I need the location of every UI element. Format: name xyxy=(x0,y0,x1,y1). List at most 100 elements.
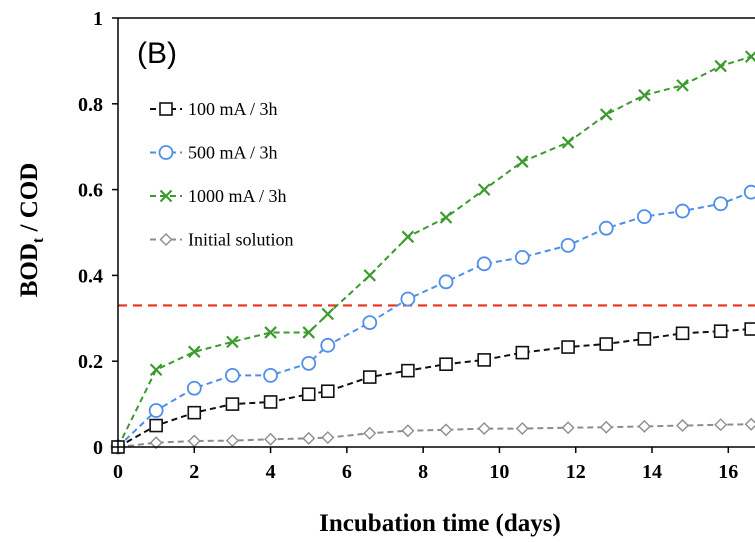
data-point xyxy=(149,418,163,433)
data-point xyxy=(263,395,278,409)
data-point xyxy=(516,155,529,168)
data-point xyxy=(714,59,727,73)
legend-marker xyxy=(159,233,173,246)
data-point xyxy=(225,397,240,411)
legend-marker xyxy=(159,102,173,116)
data-point xyxy=(514,249,530,265)
y-axis-title-subscript: t xyxy=(30,237,47,243)
x-tick-label: 14 xyxy=(642,461,662,483)
data-point xyxy=(476,256,492,272)
axes-layer xyxy=(117,17,755,448)
data-point xyxy=(599,420,613,434)
data-point xyxy=(439,211,453,224)
data-point xyxy=(560,237,576,253)
data-point xyxy=(363,269,377,282)
data-point xyxy=(637,419,651,433)
series-2 xyxy=(111,50,755,454)
data-point xyxy=(477,422,491,436)
series-line xyxy=(117,423,752,448)
ticks-layer: 0 2 4 6 8 10 12 14 16 0 0.2 0.4 0.6 0.8 1 xyxy=(78,8,738,483)
data-point xyxy=(713,324,728,338)
data-point xyxy=(400,291,416,307)
data-point xyxy=(477,353,491,367)
data-point xyxy=(186,380,202,396)
x-tick-label: 10 xyxy=(489,461,509,483)
data-point xyxy=(744,322,755,336)
legend: 100 mA / 3h 500 mA / 3h 1000 mA / 3h Initia… xyxy=(150,99,294,250)
data-point xyxy=(676,79,689,92)
data-point xyxy=(225,434,239,448)
data-point xyxy=(743,184,755,200)
data-point xyxy=(599,337,614,351)
x-tick-label: 0 xyxy=(113,461,123,483)
data-point xyxy=(263,367,278,383)
data-point xyxy=(598,220,614,236)
legend-marker xyxy=(158,145,174,160)
x-tick-label: 8 xyxy=(418,461,428,483)
data-point xyxy=(561,421,575,435)
x-tick-label: 16 xyxy=(718,461,738,483)
data-point xyxy=(515,345,530,360)
data-point xyxy=(561,136,575,149)
data-point xyxy=(320,337,336,353)
series-1 xyxy=(110,184,755,455)
data-point xyxy=(188,345,201,359)
data-point xyxy=(477,183,491,196)
y-tick-label: 0 xyxy=(93,437,103,459)
data-point xyxy=(301,355,317,371)
data-point xyxy=(637,332,652,346)
data-point xyxy=(676,419,690,433)
data-point xyxy=(675,203,690,219)
data-point xyxy=(264,432,278,446)
series-line xyxy=(117,328,752,448)
series-0 xyxy=(111,322,755,454)
panel-label: (B) xyxy=(137,37,177,70)
y-tick-label: 0.6 xyxy=(78,180,103,202)
series-line xyxy=(117,55,752,448)
data-point xyxy=(225,367,240,383)
x-tick-label: 4 xyxy=(266,461,276,483)
data-point xyxy=(149,436,163,450)
data-point xyxy=(226,335,239,349)
data-point xyxy=(302,326,315,339)
data-point xyxy=(401,363,415,378)
data-point xyxy=(638,88,651,102)
data-point xyxy=(301,387,316,402)
data-point xyxy=(148,403,164,418)
legend-item-2: 1000 mA / 3h xyxy=(150,186,287,206)
data-point xyxy=(149,363,163,377)
y-axis-title: BODt / COD xyxy=(16,163,47,298)
y-axis-title-main: BOD xyxy=(16,243,43,297)
data-point xyxy=(320,384,335,399)
legend-label: Initial solution xyxy=(188,230,294,250)
y-tick-label: 0.2 xyxy=(78,351,103,373)
data-point xyxy=(362,315,378,330)
legend-label: 100 mA / 3h xyxy=(188,99,278,119)
data-point xyxy=(636,209,652,225)
y-tick-label: 0.4 xyxy=(78,265,103,287)
legend-item-0: 100 mA / 3h xyxy=(150,99,278,119)
data-point xyxy=(439,357,453,372)
x-tick-label: 2 xyxy=(189,461,199,483)
legend-label: 500 mA / 3h xyxy=(188,143,278,163)
data-point xyxy=(675,326,690,341)
data-point xyxy=(187,405,202,420)
data-point xyxy=(362,370,377,384)
data-point xyxy=(713,196,729,212)
data-point xyxy=(302,431,316,445)
data-point xyxy=(321,431,335,445)
series-layer xyxy=(110,50,755,455)
data-point xyxy=(401,424,415,438)
x-tick-label: 6 xyxy=(342,461,352,483)
y-tick-label: 1 xyxy=(93,8,103,30)
data-point xyxy=(438,274,454,290)
data-point xyxy=(363,426,377,440)
data-point xyxy=(401,230,415,244)
data-point xyxy=(599,108,613,121)
y-axis-title-rest: / COD xyxy=(16,163,43,238)
data-point xyxy=(321,307,335,321)
data-point xyxy=(561,340,575,354)
data-point xyxy=(714,418,728,432)
